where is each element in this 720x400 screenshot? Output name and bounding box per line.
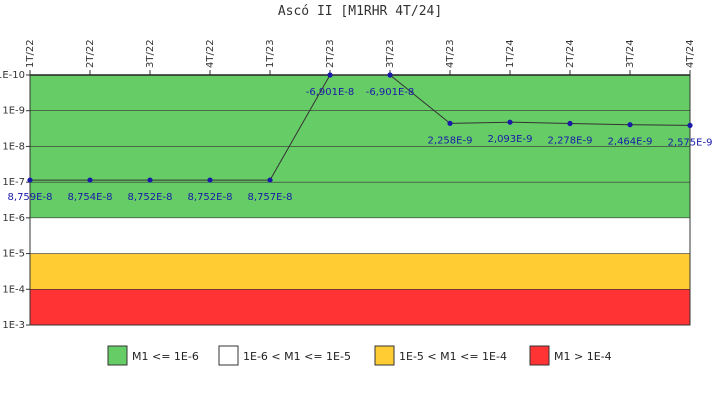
x-tick-label: 2T/24: [565, 39, 576, 68]
x-tick-label: 3T/24: [625, 39, 636, 68]
y-tick-label: 1E-4: [2, 284, 25, 295]
y-tick-label: 1E-6: [2, 213, 25, 224]
data-label: 2,575E-9: [668, 137, 713, 148]
y-tick-label: 1E-7: [2, 177, 25, 188]
y-tick-label: 1E-9: [2, 106, 25, 117]
x-tick-label: 3T/23: [385, 39, 396, 68]
data-point: [267, 177, 273, 183]
legend-label: 1E-6 < M1 <= 1E-5: [243, 350, 351, 363]
x-tick-label: 1T/23: [265, 39, 276, 68]
data-label: 2,093E-9: [488, 134, 533, 145]
data-label: 8,754E-8: [68, 192, 113, 203]
legend-label: M1 <= 1E-6: [132, 350, 199, 363]
data-label: 2,258E-9: [428, 135, 473, 146]
y-tick-label: 1E-3: [2, 320, 25, 331]
data-point: [567, 120, 573, 127]
data-point: [87, 177, 93, 183]
legend-swatch: [374, 345, 395, 366]
data-label: 8,757E-8: [248, 192, 293, 203]
data-point: [387, 72, 393, 78]
x-tick-label: 4T/23: [445, 39, 456, 68]
data-point: [507, 119, 513, 125]
data-point: [327, 72, 333, 78]
x-tick-label: 1T/22: [25, 39, 36, 68]
y-tick-label: 1E-10: [0, 70, 25, 81]
data-point: [687, 122, 693, 128]
legend-swatch: [529, 345, 550, 366]
data-label: 2,464E-9: [608, 137, 653, 148]
data-point: [207, 177, 213, 183]
data-label: -6,901E-8: [306, 87, 355, 98]
x-tick-label: 2T/23: [325, 39, 336, 68]
data-label: 8,759E-8: [8, 192, 53, 203]
data-label: 8,752E-8: [188, 192, 233, 203]
chart-title: Ascó II [M1RHR 4T/24]: [278, 4, 442, 19]
series-line: [29, 74, 691, 181]
data-label: 2,278E-9: [548, 135, 593, 146]
band-2: [30, 253, 690, 290]
band-3: [30, 289, 690, 325]
legend-swatch: [218, 345, 239, 366]
band-1: [30, 217, 690, 254]
legend-label: 1E-5 < M1 <= 1E-4: [399, 350, 507, 363]
x-tick-label: 4T/22: [205, 39, 216, 68]
x-tick-label: 2T/22: [85, 39, 96, 68]
legend-swatch: [107, 345, 128, 366]
data-point: [447, 120, 453, 126]
y-tick-label: 1E-8: [2, 141, 25, 152]
data-label: 8,752E-8: [128, 192, 173, 203]
data-point: [147, 177, 153, 183]
x-tick-label: 4T/24: [685, 39, 696, 68]
x-tick-label: 3T/22: [145, 39, 156, 68]
data-point: [27, 177, 33, 183]
y-tick-label: 1E-5: [2, 249, 25, 260]
data-point: [627, 122, 633, 128]
data-label: -6,901E-8: [366, 87, 415, 98]
legend-label: M1 > 1E-4: [554, 350, 612, 363]
x-tick-label: 1T/24: [505, 39, 516, 68]
